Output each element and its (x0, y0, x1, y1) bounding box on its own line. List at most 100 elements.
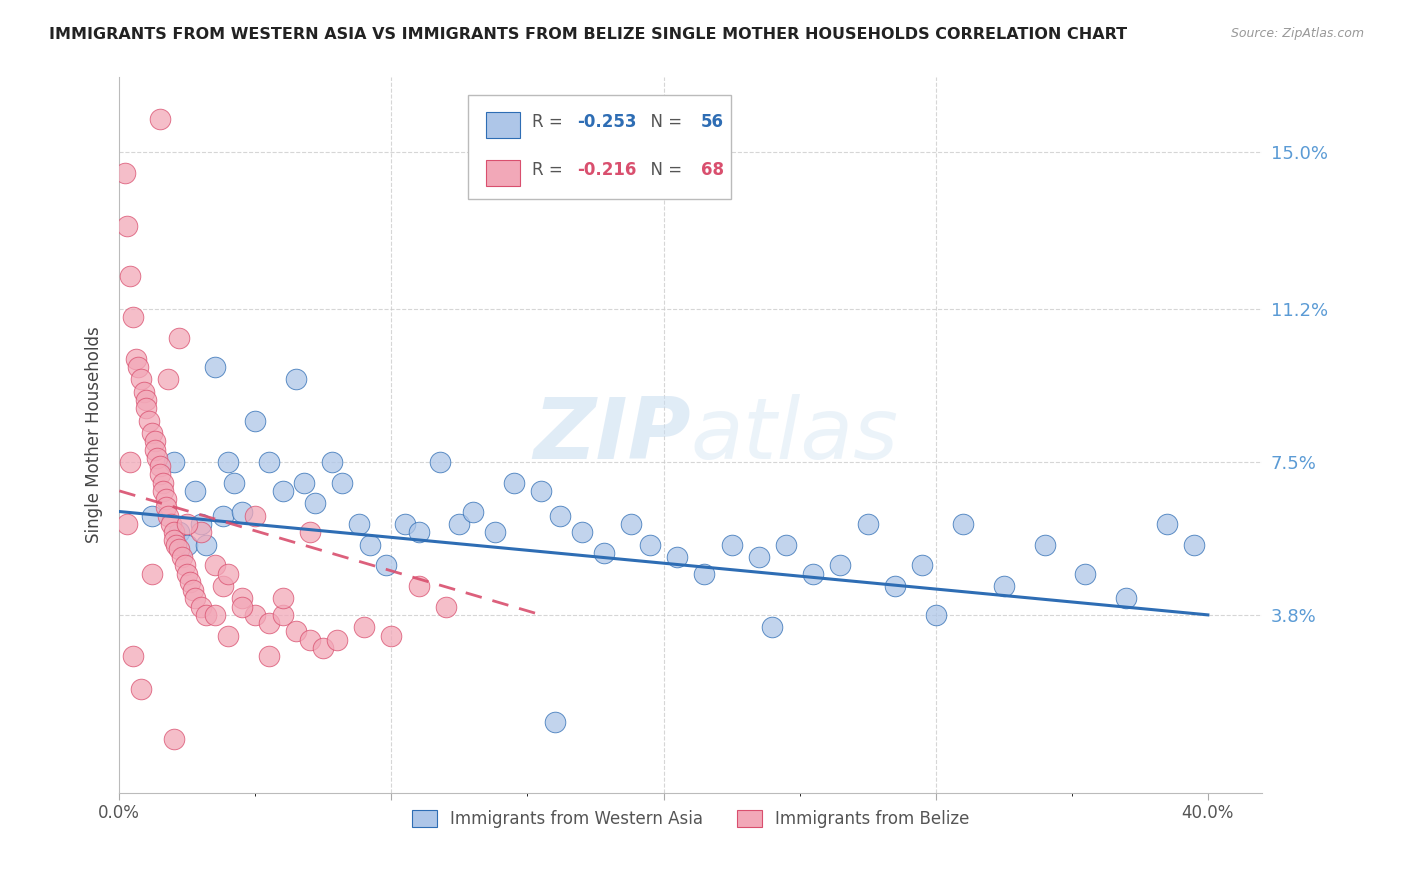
Point (347, 516, 370, 531)
Point (167, 525, 190, 540)
Text: 56: 56 (702, 113, 724, 131)
Point (271, 483, 294, 498)
Point (152, 475, 174, 490)
Point (127, 359, 149, 374)
Point (285, 624, 308, 639)
Point (911, 558, 934, 573)
Point (332, 475, 354, 490)
Point (298, 632, 321, 647)
Point (179, 574, 201, 589)
Point (245, 607, 267, 622)
FancyBboxPatch shape (468, 95, 731, 199)
Point (257, 649, 280, 664)
Text: R =: R = (531, 113, 568, 131)
Point (195, 607, 218, 622)
Point (231, 599, 253, 614)
Point (408, 525, 430, 540)
Point (312, 640, 335, 655)
Point (184, 591, 207, 606)
Point (666, 549, 689, 564)
Point (408, 579, 430, 593)
Point (830, 558, 852, 573)
Point (170, 549, 193, 564)
Point (856, 516, 879, 531)
Text: R =: R = (531, 161, 568, 179)
Point (204, 359, 226, 374)
Point (883, 579, 905, 593)
Point (204, 607, 226, 622)
Point (122, 649, 145, 664)
Point (155, 492, 177, 507)
Text: ZIP: ZIP (533, 393, 690, 476)
Point (292, 475, 315, 490)
Point (155, 500, 177, 515)
Point (257, 455, 280, 469)
Point (190, 599, 212, 614)
Point (176, 566, 198, 581)
Point (801, 566, 824, 581)
Text: Source: ZipAtlas.com: Source: ZipAtlas.com (1230, 27, 1364, 40)
Point (231, 591, 253, 606)
Point (321, 455, 343, 469)
Point (257, 616, 280, 631)
Point (132, 384, 155, 399)
Point (1182, 538, 1205, 552)
Point (176, 538, 198, 552)
Point (693, 566, 716, 581)
Point (143, 442, 166, 457)
Point (146, 450, 169, 465)
Point (149, 467, 172, 482)
Point (434, 599, 457, 614)
Point (375, 558, 398, 573)
Point (152, 483, 174, 498)
Point (298, 525, 321, 540)
Point (122, 310, 145, 325)
Point (620, 516, 643, 531)
Point (165, 538, 187, 552)
Point (157, 372, 180, 386)
Point (952, 516, 974, 531)
Point (1115, 591, 1137, 606)
Point (1074, 566, 1097, 581)
Point (359, 538, 381, 552)
Y-axis label: Single Mother Households: Single Mother Households (86, 326, 103, 543)
Point (120, 455, 142, 469)
Point (748, 549, 770, 564)
Point (638, 538, 661, 552)
Point (181, 583, 204, 598)
Point (530, 483, 553, 498)
Point (1156, 516, 1178, 531)
Point (245, 508, 267, 523)
Point (217, 629, 239, 643)
Point (548, 508, 571, 523)
Point (163, 455, 186, 469)
Point (720, 538, 742, 552)
Point (571, 525, 593, 540)
Point (149, 458, 172, 473)
Text: IMMIGRANTS FROM WESTERN ASIA VS IMMIGRANTS FROM BELIZE SINGLE MOTHER HOUSEHOLDS : IMMIGRANTS FROM WESTERN ASIA VS IMMIGRAN… (49, 27, 1128, 42)
Point (271, 607, 294, 622)
Point (544, 715, 567, 730)
Point (120, 268, 142, 283)
Point (502, 475, 524, 490)
Point (204, 558, 226, 573)
Point (211, 508, 233, 523)
Point (135, 392, 157, 407)
Point (141, 425, 163, 440)
Point (190, 516, 212, 531)
Point (163, 525, 186, 540)
Point (149, 112, 172, 126)
Text: N =: N = (641, 113, 688, 131)
Point (160, 516, 183, 531)
Point (304, 496, 326, 510)
Point (157, 508, 180, 523)
Point (163, 731, 186, 746)
Point (124, 351, 146, 366)
Point (211, 579, 233, 593)
Text: 68: 68 (702, 161, 724, 179)
Point (993, 579, 1015, 593)
Point (141, 566, 163, 581)
FancyBboxPatch shape (486, 161, 520, 186)
Point (461, 504, 484, 518)
Point (394, 516, 416, 531)
